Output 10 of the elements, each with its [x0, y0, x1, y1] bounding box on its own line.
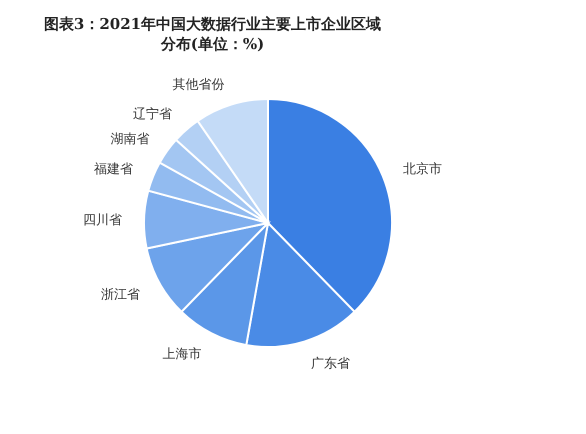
slice-label: 广东省	[310, 356, 350, 372]
slice-label: 湖南省	[110, 132, 150, 147]
chart-title: 图表3：2021年中国大数据行业主要上市企业区域分布(单位：%)	[42, 14, 382, 54]
slice-label: 浙江省	[101, 287, 140, 302]
slice-label: 辽宁省	[132, 106, 172, 122]
slice-label: 福建省	[94, 162, 133, 177]
slice-label: 北京市	[403, 162, 442, 177]
slice-label: 上海市	[162, 346, 202, 362]
slice-label: 四川省	[83, 212, 122, 228]
slice-label: 其他省份	[172, 78, 225, 93]
